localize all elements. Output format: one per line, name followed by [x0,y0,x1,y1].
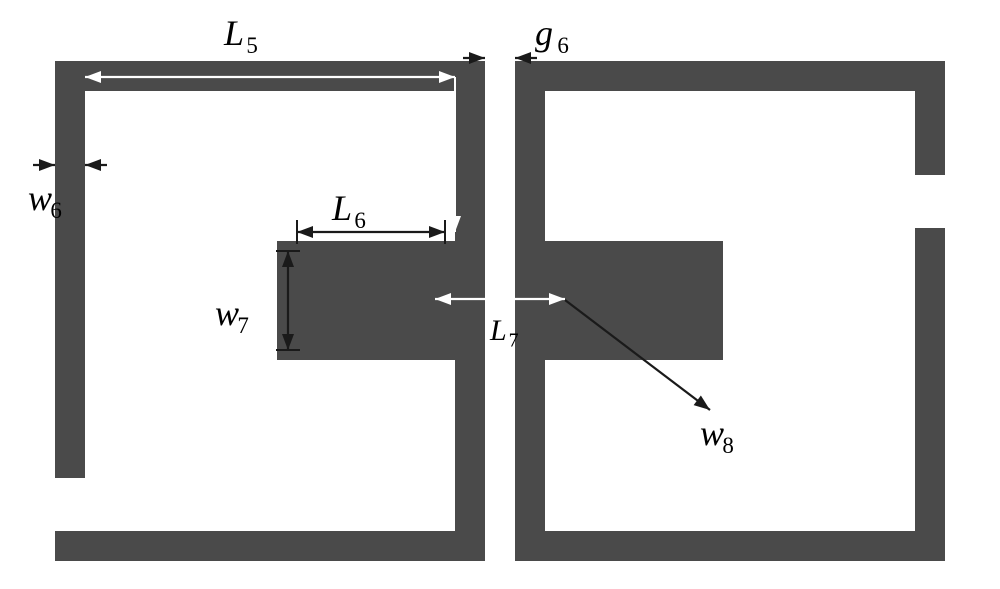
arrowhead [429,226,445,238]
arrowhead [39,159,55,171]
label-w6: w [28,178,52,218]
label-L6: L [331,188,352,228]
label-w7-sub: 7 [237,313,249,338]
dim-L6 [297,220,445,244]
label-L6-sub: 6 [354,208,366,233]
label-L7: L [489,314,507,347]
label-w8: w [700,413,724,453]
label-g6: g [535,13,553,53]
arrowhead [297,226,313,238]
arrowhead [85,159,101,171]
label-w8-sub: 8 [722,433,734,458]
label-L5: L [223,13,244,53]
label-w7: w [215,293,239,333]
label-L5-sub: 5 [246,33,258,58]
label-g6-sub: 6 [557,33,569,58]
label-L7-sub: 7 [509,330,519,352]
label-w6-sub: 6 [50,198,62,223]
